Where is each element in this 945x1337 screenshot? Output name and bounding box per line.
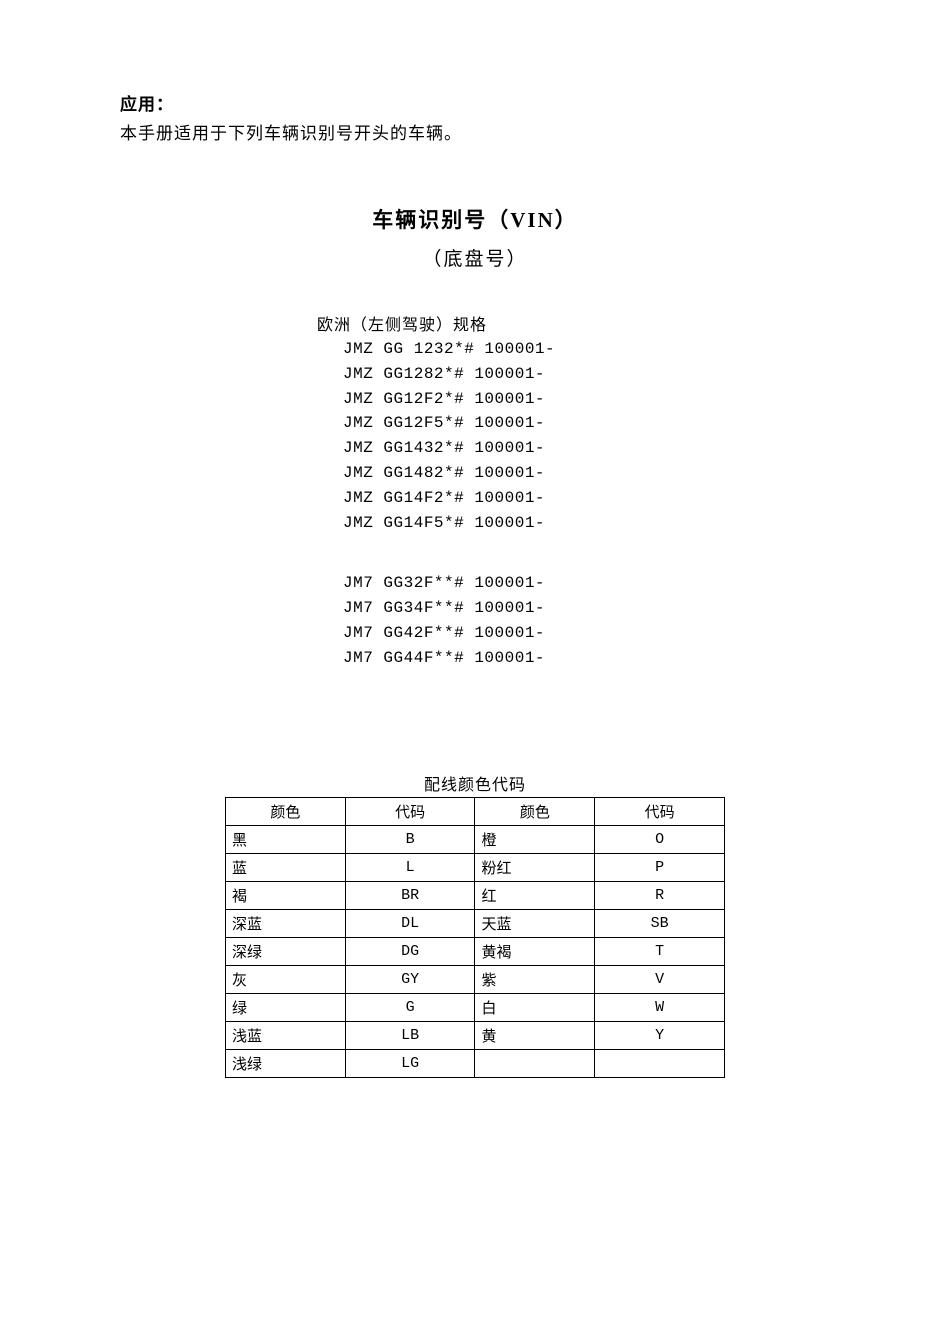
table-row: 褐BR红R (226, 881, 725, 909)
color-code-cell: SB (595, 909, 725, 937)
color-name-cell: 深蓝 (226, 909, 346, 937)
table-title: 配线颜色代码 (120, 771, 830, 795)
table-row: 深蓝DL天蓝SB (226, 909, 725, 937)
color-code-cell: DG (345, 937, 475, 965)
color-name-cell: 黑 (226, 825, 346, 853)
color-name-cell: 灰 (226, 965, 346, 993)
color-code-cell: DL (345, 909, 475, 937)
color-code-cell (595, 1049, 725, 1077)
color-code-cell: LG (345, 1049, 475, 1077)
color-name-cell: 黄 (475, 1021, 595, 1049)
color-code-cell: R (595, 881, 725, 909)
color-code-cell: Y (595, 1021, 725, 1049)
table-row: 灰GY紫V (226, 965, 725, 993)
color-code-cell: LB (345, 1021, 475, 1049)
vin-entry: JM7 GG44F**# 100001- (343, 646, 830, 671)
color-code-cell: T (595, 937, 725, 965)
vin-entry: JMZ GG14F2*# 100001- (343, 486, 830, 511)
table-row: 黑B橙O (226, 825, 725, 853)
color-code-cell: B (345, 825, 475, 853)
color-name-cell: 天蓝 (475, 909, 595, 937)
intro-heading: 应用： (120, 90, 830, 115)
color-name-cell: 浅绿 (226, 1049, 346, 1077)
color-code-cell: W (595, 993, 725, 1021)
document-page: 应用： 本手册适用于下列车辆识别号开头的车辆。 车辆识别号（VIN） （底盘号）… (0, 0, 945, 1078)
color-code-cell: BR (345, 881, 475, 909)
th-color-2: 颜色 (475, 797, 595, 825)
vin-entry: JM7 GG42F**# 100001- (343, 621, 830, 646)
color-name-cell: 深绿 (226, 937, 346, 965)
vin-entry: JMZ GG1282*# 100001- (343, 362, 830, 387)
color-name-cell (475, 1049, 595, 1077)
color-name-cell: 蓝 (226, 853, 346, 881)
table-body: 黑B橙O蓝L粉红P褐BR红R深蓝DL天蓝SB深绿DG黄褐T灰GY紫V绿G白W浅蓝… (226, 825, 725, 1077)
vin-block: 欧洲（左侧驾驶）规格 JMZ GG 1232*# 100001-JMZ GG12… (317, 311, 830, 671)
table-row: 浅蓝LB黄Y (226, 1021, 725, 1049)
vin-entry: JMZ GG1482*# 100001- (343, 461, 830, 486)
th-code-2: 代码 (595, 797, 725, 825)
color-name-cell: 红 (475, 881, 595, 909)
table-row: 深绿DG黄褐T (226, 937, 725, 965)
page-title: 车辆识别号（VIN） (120, 204, 830, 234)
vin-list-b: JM7 GG32F**# 100001-JM7 GG34F**# 100001-… (343, 571, 830, 670)
vin-entry: JMZ GG1432*# 100001- (343, 436, 830, 461)
table-row: 绿G白W (226, 993, 725, 1021)
vin-entry: JMZ GG 1232*# 100001- (343, 337, 830, 362)
table-row: 蓝L粉红P (226, 853, 725, 881)
table-header-row: 颜色 代码 颜色 代码 (226, 797, 725, 825)
vin-entry: JM7 GG34F**# 100001- (343, 596, 830, 621)
color-name-cell: 粉红 (475, 853, 595, 881)
spec-heading: 欧洲（左侧驾驶）规格 (317, 311, 830, 335)
th-color-1: 颜色 (226, 797, 346, 825)
color-name-cell: 绿 (226, 993, 346, 1021)
color-code-cell: O (595, 825, 725, 853)
color-code-cell: V (595, 965, 725, 993)
th-code-1: 代码 (345, 797, 475, 825)
intro-text: 本手册适用于下列车辆识别号开头的车辆。 (120, 119, 830, 144)
color-name-cell: 浅蓝 (226, 1021, 346, 1049)
color-code-cell: L (345, 853, 475, 881)
page-subtitle: （底盘号） (120, 244, 830, 271)
color-name-cell: 白 (475, 993, 595, 1021)
table-row: 浅绿LG (226, 1049, 725, 1077)
vin-entry: JMZ GG12F5*# 100001- (343, 411, 830, 436)
color-code-cell: P (595, 853, 725, 881)
vin-spacer (317, 535, 830, 571)
vin-entry: JMZ GG12F2*# 100001- (343, 387, 830, 412)
color-name-cell: 紫 (475, 965, 595, 993)
color-code-cell: GY (345, 965, 475, 993)
color-code-table: 颜色 代码 颜色 代码 黑B橙O蓝L粉红P褐BR红R深蓝DL天蓝SB深绿DG黄褐… (225, 797, 725, 1078)
color-code-section: 配线颜色代码 颜色 代码 颜色 代码 黑B橙O蓝L粉红P褐BR红R深蓝DL天蓝S… (120, 771, 830, 1078)
vin-entry: JM7 GG32F**# 100001- (343, 571, 830, 596)
color-code-cell: G (345, 993, 475, 1021)
color-name-cell: 橙 (475, 825, 595, 853)
color-name-cell: 黄褐 (475, 937, 595, 965)
vin-list-a: JMZ GG 1232*# 100001-JMZ GG1282*# 100001… (343, 337, 830, 535)
color-name-cell: 褐 (226, 881, 346, 909)
vin-entry: JMZ GG14F5*# 100001- (343, 511, 830, 536)
